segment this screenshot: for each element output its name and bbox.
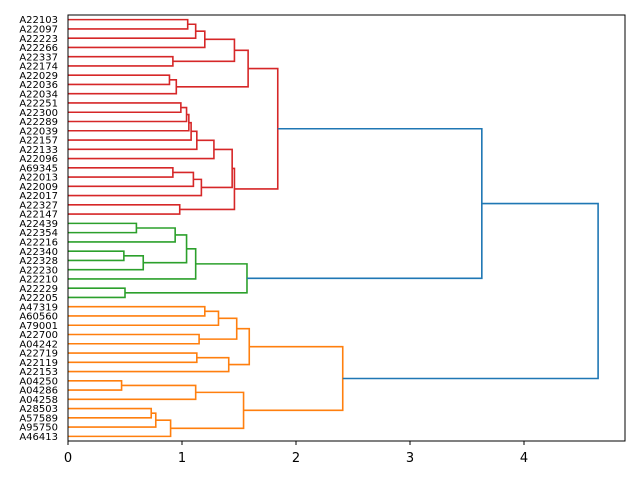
leaf-labels: A22103A22097A22223A22266A22337A22174A220… [19,15,58,443]
dendrogram-link [68,30,206,49]
leaf-label: A22229 [19,284,58,295]
dendrogram-link [68,407,153,419]
leaf-label: A46413 [19,432,58,443]
leaf-label: A95750 [19,423,58,434]
leaf-label: A22289 [19,117,58,128]
dendrogram-link [342,202,599,380]
dendrogram-link [68,412,157,428]
leaf-label: A22354 [19,228,58,239]
dendrogram-link [68,18,189,30]
leaf-label: A22210 [19,275,58,286]
plot-frame [67,14,626,442]
dendrogram-link [68,310,220,327]
leaf-label: A22153 [19,367,58,378]
dendrogram-link [68,305,206,317]
leaf-label: A22205 [19,293,58,304]
leaf-label: A22034 [19,89,58,100]
leaf-label: A04242 [19,339,58,350]
x-axis-ticks: 0 1 2 3 4 [64,441,528,466]
dendrogram-link [172,38,236,63]
leaf-label: A47319 [19,302,58,313]
leaf-label: A28503 [19,404,58,415]
leaf-label: A22223 [19,34,58,45]
leaf-label: A22174 [19,62,58,73]
leaf-label: A22700 [19,330,58,341]
leaf-label: A57589 [19,413,58,424]
leaf-label: A22327 [19,200,58,211]
leaf-label: A79001 [19,321,58,332]
dendrogram-link [68,178,203,197]
leaf-label: A22096 [19,154,58,165]
leaf-label: A22230 [19,265,58,276]
leaf-label: A22266 [19,43,58,54]
leaf-label: A22251 [19,99,58,110]
dendrogram-link [68,74,171,86]
dendrogram-link [68,204,181,215]
leaf-label: A22133 [19,145,58,156]
dendrogram-link [68,227,176,243]
dendrogram-links [68,18,599,438]
leaf-label: A04258 [19,395,58,406]
dendrogram-link [68,380,123,391]
dendrogram-link [68,23,197,39]
leaf-label: A22029 [19,71,58,82]
leaf-label: A22157 [19,136,58,147]
dendrogram-link [170,391,245,430]
leaf-label: A22097 [19,24,58,35]
x-tick-label: 4 [520,451,528,466]
dendrogram-link [68,171,195,188]
leaf-label: A69345 [19,163,58,174]
dendrogram-link [228,327,251,366]
dendrogram-link [68,102,182,114]
dendrogram-link [68,222,138,234]
leaf-label: A22119 [19,358,58,369]
leaf-label: A22439 [19,219,58,230]
leaf-label: A04286 [19,386,58,397]
leaf-label: A22337 [19,52,58,63]
dendrogram-link [68,250,125,262]
leaf-label: A22300 [19,108,58,119]
dendrogram-link [68,248,197,280]
leaf-label: A22719 [19,349,58,360]
leaf-label: A04250 [19,376,58,387]
dendrogram-link [243,345,344,412]
dendrogram-link [179,167,236,211]
leaf-label: A22216 [19,237,58,248]
leaf-label: A22017 [19,191,58,202]
dendrogram-link [68,113,190,132]
dendrogram-link [176,49,249,88]
dendrogram-link [68,167,174,178]
leaf-label: A22103 [19,15,58,26]
x-tick-label: 1 [178,451,186,466]
dendrogram-link [68,384,197,401]
x-tick-label: 3 [406,451,414,466]
leaf-label: A22036 [19,80,58,91]
x-tick-label: 2 [292,451,300,466]
leaf-label: A22340 [19,247,58,258]
leaf-label: A22328 [19,256,58,267]
dendrogram-link [68,356,230,373]
dendrogram-link [68,79,178,95]
dendrogram-link [68,352,198,364]
leaf-label: A22013 [19,173,58,184]
dendrogram-link [68,254,145,271]
dendrogram-link [68,106,188,123]
leaf-label: A60560 [19,312,58,323]
dendrogram-link [246,127,483,280]
leaf-label: A22147 [19,210,58,221]
dendrogram-link [68,55,174,67]
dendrogram-link [201,148,233,189]
leaf-label: A22039 [19,126,58,137]
x-tick-label: 0 [64,451,72,466]
dendrogram-link [68,333,200,345]
dendrogram-link [143,234,188,264]
leaf-label: A22009 [19,182,58,193]
dendrogram-link [68,287,126,299]
